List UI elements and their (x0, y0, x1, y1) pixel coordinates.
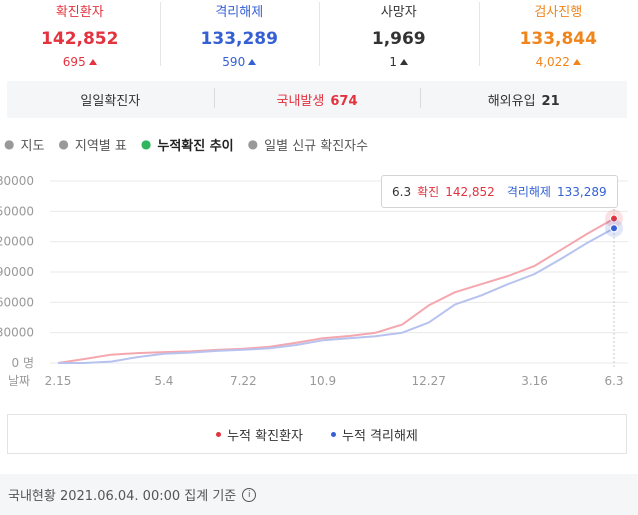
daily-value: 21 (541, 94, 560, 109)
arrow-up-icon (88, 59, 97, 65)
series-line (58, 227, 615, 364)
chart-tabs: ● 지도 ● 지역별 표 ● 누적확진 추이 ● 일별 신규 확진자수 (4, 133, 382, 155)
daily-domestic: 국내발생 674 (213, 88, 421, 109)
y-tick-label: 180000 (0, 174, 34, 188)
x-tick-label: 2.15 (45, 374, 72, 388)
stat-deaths: 사망자 1,969 1 (319, 0, 479, 74)
series-line (57, 217, 615, 364)
tab-label: 일별 신규 확진자수 (264, 138, 369, 154)
data-point (610, 214, 618, 223)
stat-released: 격리해제 133,289 590 (159, 0, 320, 74)
stat-delta: 590 (160, 54, 320, 70)
y-tick-label: 120000 (0, 235, 34, 249)
info-icon[interactable]: i (242, 487, 257, 502)
tab-label: 지역별 표 (74, 138, 127, 154)
tooltip-confirmed-label: 확진 (417, 185, 440, 199)
bullet-dot-icon: ● (4, 137, 15, 151)
stat-value: 142,852 (41, 29, 119, 49)
x-tick-label: 3.16 (521, 374, 548, 388)
cumulative-chart: 0 명 30000 60000 90000 120000 150000 180000 날짜 2.… (0, 174, 628, 388)
stat-label: 확진환자 (55, 5, 104, 20)
footer: 국내현황 2021.06.04. 00:00 집계 기준 i (0, 474, 638, 515)
chart-tooltip: 6.3 확진 142,852 격리해제 133,289 (381, 175, 618, 208)
stat-delta-value: 1 (389, 55, 398, 69)
tab-map[interactable]: ● 지도 (4, 133, 44, 155)
footer-text: 국내현황 2021.06.04. 00:00 집계 기준 (8, 489, 237, 504)
arrow-up-icon (400, 59, 409, 65)
tooltip-released-label: 격리해제 (506, 185, 551, 199)
stat-value: 133,844 (519, 29, 597, 49)
legend-released[interactable]: 누적 격리해제 (331, 425, 418, 444)
y-tick-label: 60000 (0, 295, 34, 309)
daily-label: 일일확진자 (80, 94, 141, 109)
y-tick-label: 150000 (0, 204, 34, 218)
y-tick-label: 90000 (0, 265, 34, 279)
bullet-dot-icon: ● (58, 137, 69, 151)
tooltip-confirmed-value: 142,852 (445, 184, 495, 199)
daily-imported: 해외유입 21 (420, 88, 627, 109)
daily-confirmed-bar: 일일확진자 국내발생 674 해외유입 21 (7, 81, 627, 118)
x-tick-label: 5.4 (154, 374, 173, 388)
daily-total: 일일확진자 (7, 90, 214, 109)
daily-label: 해외유입 (487, 94, 536, 109)
tab-daily-new[interactable]: ● 일별 신규 확진자수 (248, 133, 368, 155)
x-tick-label: 6.3 (604, 374, 623, 388)
y-tick-label: 30000 (0, 326, 34, 340)
x-tick-label: 10.9 (309, 374, 336, 388)
tab-cumulative-trend[interactable]: ● 누적확진 추이 (141, 133, 234, 155)
data-point (610, 224, 618, 233)
daily-label: 국내발생 (276, 94, 325, 109)
stat-delta: 4,022 (479, 54, 638, 70)
stats-bar: 확진환자 142,852 695 격리해제 133,289 590 사망자 1,… (0, 0, 638, 74)
tooltip-released-value: 133,289 (556, 184, 607, 199)
x-tick-label: 12.27 (411, 374, 445, 388)
legend-dot-icon (216, 431, 222, 437)
x-tick-label: 7.22 (230, 374, 257, 388)
daily-value: 674 (330, 94, 358, 109)
stat-delta: 1 (319, 54, 479, 70)
arrow-up-icon (572, 59, 581, 65)
x-axis-label: 날짜 (8, 374, 30, 388)
stat-delta: 695 (0, 54, 160, 70)
stat-label: 격리해제 (215, 5, 264, 20)
stat-confirmed: 확진환자 142,852 695 (0, 0, 160, 74)
legend-label: 누적 확진환자 (227, 428, 303, 444)
bullet-dot-icon: ● (140, 137, 152, 151)
chart-legend: 누적 확진환자 누적 격리해제 (7, 414, 627, 454)
stat-value: 1,969 (371, 29, 426, 49)
stat-label: 사망자 (380, 5, 417, 20)
stat-delta-value: 590 (222, 55, 246, 69)
stat-testing: 검사진행 133,844 4,022 (478, 0, 638, 74)
tab-label: 지도 (20, 138, 45, 154)
tab-region-table[interactable]: ● 지역별 표 (58, 133, 126, 155)
legend-confirmed[interactable]: 누적 확진환자 (216, 425, 303, 444)
stat-delta-value: 695 (62, 55, 86, 69)
bullet-dot-icon: ● (247, 137, 259, 151)
stat-delta-value: 4,022 (535, 55, 570, 69)
legend-dot-icon (331, 431, 336, 437)
stat-value: 133,289 (200, 29, 278, 49)
tooltip-date: 6.3 (392, 184, 412, 199)
y-tick-label: 0 명 (12, 356, 35, 370)
stat-label: 검사진행 (534, 5, 583, 20)
tab-label: 누적확진 추이 (157, 138, 234, 154)
legend-label: 누적 격리해제 (342, 428, 418, 444)
arrow-up-icon (248, 59, 257, 65)
